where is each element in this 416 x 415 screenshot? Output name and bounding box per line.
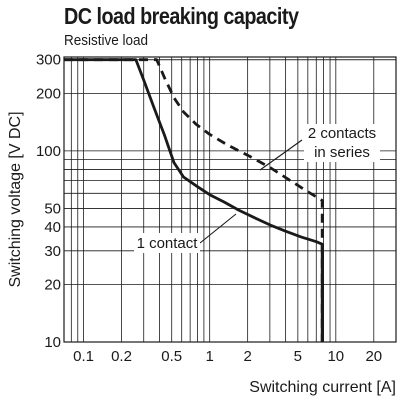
x-tick-label: 20 [365,348,382,365]
y-tick-label: 300 [36,52,61,69]
y-tick-label: 40 [44,219,61,236]
x-tick-label: 5 [294,348,302,365]
data-series [64,58,324,342]
x-tick-label: 10 [327,348,344,365]
annotation-text: 2 contacts [308,125,376,142]
grid-lines [64,57,396,342]
chart-subtitle: Resistive load [64,32,149,49]
annotation-leader [199,213,237,244]
y-tick-label: 20 [44,276,61,293]
chart-title: DC load breaking capacity [64,3,299,29]
y-tick-label: 100 [36,143,61,160]
annotation-text: 1 contact [137,235,199,252]
y-tick-label: 200 [36,85,61,102]
annotation-text: in series [314,144,370,161]
series-line-1-contact [64,58,324,342]
series-line-2-contacts-in-series [64,58,324,342]
y-tick-label: 10 [44,334,61,351]
annotation-leader [259,139,303,171]
annotation-background [134,233,200,253]
y-axis-label: Switching voltage [V DC] [7,111,24,287]
x-tick-label: 0.5 [161,348,182,365]
x-tick-label: 0.1 [73,348,94,365]
annotation-background [304,124,380,162]
annotations: 2 contacts in series 1 contact [134,124,380,253]
x-tick-label: 2 [243,348,251,365]
x-tick-label: 0.2 [111,348,132,365]
y-tick-label: 30 [44,243,61,260]
y-tick-label: 50 [44,200,61,217]
x-tick-label: 1 [206,348,214,365]
plot-frame [63,56,397,343]
tick-labels: 0.1 0.2 0.5 1 2 5 10 20 10 20 30 40 50 100 200 300 [36,52,382,365]
x-axis-label: Switching current [A] [249,379,396,396]
